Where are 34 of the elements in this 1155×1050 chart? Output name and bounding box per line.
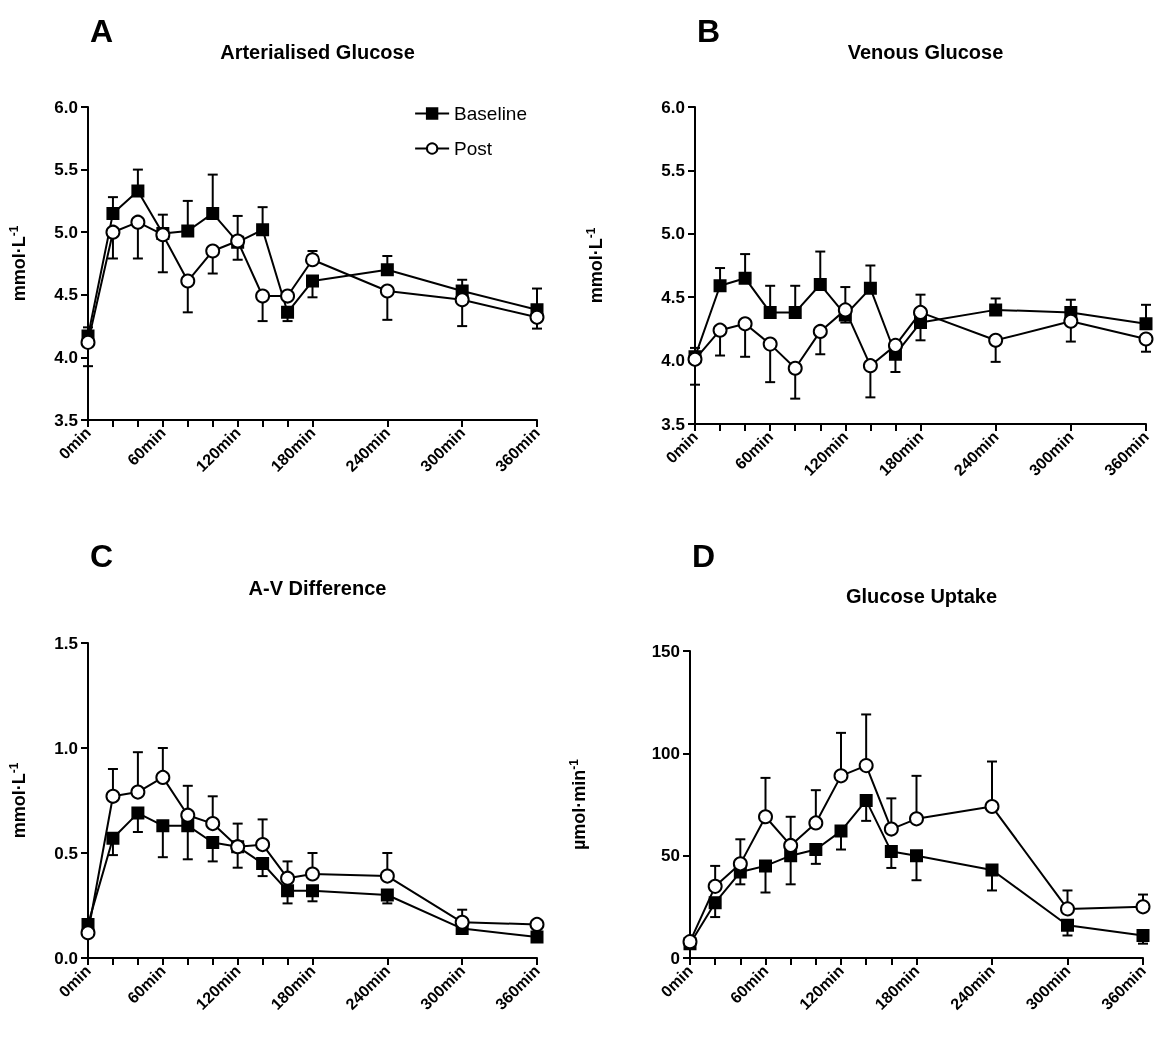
y-tick-label: 4.5 (661, 287, 685, 307)
y-tick-label: 150 (651, 641, 680, 661)
y-tick-label: 5.0 (54, 222, 78, 242)
y-tick-label: 0.5 (54, 843, 78, 863)
chart-title: Arterialised Glucose (220, 41, 415, 63)
y-tick-label: 3.5 (661, 414, 685, 434)
y-axis-title: mmol·L-1 (7, 225, 29, 302)
y-axis-title: mmol·L-1 (584, 227, 606, 304)
y-tick-label: 6.0 (54, 97, 78, 117)
chart-title: Venous Glucose (847, 41, 1004, 63)
y-tick-label: 6.0 (661, 97, 685, 117)
y-tick-label: 5.0 (661, 224, 685, 244)
y-tick-label: 4.0 (661, 351, 685, 371)
y-tick-label: 100 (651, 743, 680, 763)
text: D (692, 538, 716, 574)
y-tick-label: 1.5 (54, 633, 78, 653)
y-axis-title: µmol·min-1 (567, 758, 589, 851)
y-tick-label: 4.0 (54, 347, 78, 367)
legend-label: Baseline (454, 103, 528, 124)
y-tick-label: 0 (670, 948, 680, 968)
y-tick-label: 3.5 (54, 410, 78, 430)
y-tick-label: 50 (661, 846, 680, 866)
chart-title: Glucose Uptake (845, 585, 998, 607)
y-tick-label: 4.5 (54, 285, 78, 305)
text: A (90, 13, 114, 49)
text: C (90, 538, 114, 574)
y-tick-label: 5.5 (54, 160, 78, 180)
chart-title: A-V Difference (248, 577, 387, 599)
y-tick-label: 1.0 (54, 738, 78, 758)
y-tick-label: 5.5 (661, 160, 685, 180)
legend-label: Post (454, 138, 493, 159)
y-axis-title: mmol·L-1 (7, 762, 29, 839)
text: B (697, 13, 721, 49)
y-tick-label: 0.0 (54, 948, 78, 968)
